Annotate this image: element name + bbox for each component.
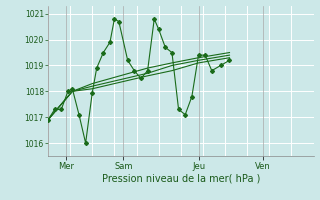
X-axis label: Pression niveau de la mer( hPa ): Pression niveau de la mer( hPa ) xyxy=(102,173,260,183)
